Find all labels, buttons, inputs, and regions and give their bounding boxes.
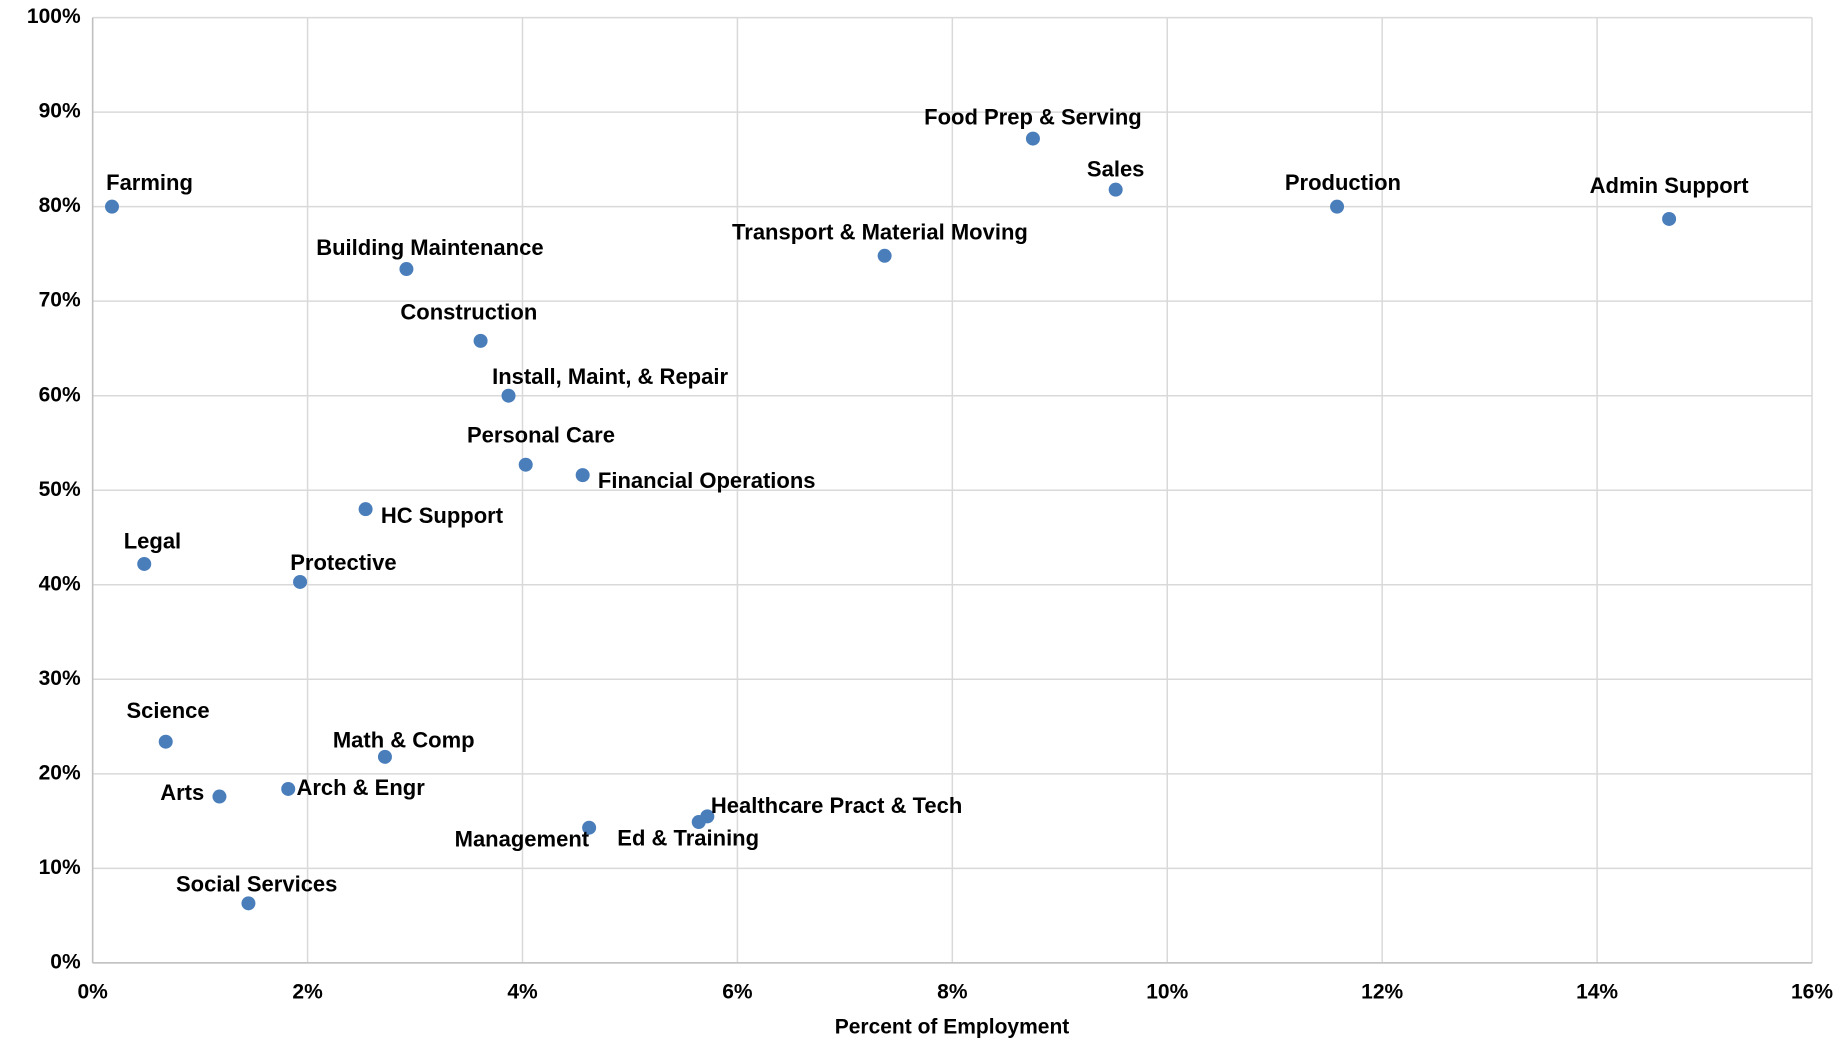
point-label: Production (1285, 170, 1401, 195)
point-label: Healthcare Pract & Tech (711, 793, 962, 818)
point-label: Building Maintenance (316, 235, 543, 260)
point-label: Sales (1087, 157, 1145, 182)
x-axis-label: Percent of Employment (835, 1016, 1070, 1039)
point-label: Protective (290, 550, 396, 575)
point-label: Ed & Training (617, 825, 759, 850)
point (1108, 182, 1123, 197)
point-label: Construction (400, 300, 537, 325)
x-tick-label: 16% (1791, 980, 1833, 1003)
point (575, 468, 590, 483)
point (1330, 199, 1345, 214)
point-label: Management (455, 826, 590, 851)
y-tick-label: 90% (39, 100, 81, 123)
point (700, 809, 715, 824)
y-tick-label: 20% (39, 761, 81, 784)
point (518, 457, 533, 472)
point (1662, 211, 1677, 226)
point (281, 781, 296, 796)
y-tick-label: 70% (39, 289, 81, 312)
point (377, 749, 392, 764)
x-tick-label: 2% (292, 980, 323, 1003)
x-tick-label: 0% (77, 980, 108, 1003)
y-tick-label: 100% (27, 5, 81, 28)
point-label: Farming (106, 170, 193, 195)
x-tick-label: 14% (1576, 980, 1618, 1003)
y-tick-label: 50% (39, 478, 81, 501)
point-label: Install, Maint, & Repair (492, 364, 728, 389)
point-label: Arch & Engr (296, 775, 425, 800)
point-label: Food Prep & Serving (924, 104, 1142, 129)
point (358, 502, 373, 517)
point-label: Legal (124, 529, 181, 554)
y-tick-label: 30% (39, 667, 81, 690)
point (293, 574, 308, 589)
point (1025, 131, 1040, 146)
point-label: Financial Operations (598, 468, 816, 493)
point (137, 556, 152, 571)
point (473, 333, 488, 348)
point (399, 262, 414, 277)
x-tick-label: 12% (1361, 980, 1403, 1003)
y-tick-label: 60% (39, 383, 81, 406)
point (104, 199, 119, 214)
y-tick-label: 80% (39, 194, 81, 217)
y-tick-label: 0% (50, 950, 81, 973)
point (582, 820, 597, 835)
point (501, 388, 516, 403)
point-label: Arts (160, 780, 204, 805)
point (212, 789, 227, 804)
x-tick-label: 10% (1146, 980, 1188, 1003)
x-tick-label: 8% (937, 980, 968, 1003)
point-label: Science (126, 698, 209, 723)
point-label: Admin Support (1590, 173, 1750, 198)
point-label: Personal Care (467, 422, 615, 447)
point-label: Transport & Material Moving (732, 219, 1028, 244)
point-label: Social Services (176, 872, 337, 897)
point-label: Math & Comp (333, 727, 475, 752)
y-tick-label: 10% (39, 856, 81, 879)
x-tick-label: 6% (722, 980, 753, 1003)
x-tick-label: 4% (507, 980, 538, 1003)
point (877, 248, 892, 263)
point (158, 734, 173, 749)
point-label: HC Support (381, 503, 504, 528)
y-tick-label: 40% (39, 572, 81, 595)
point (241, 896, 256, 911)
